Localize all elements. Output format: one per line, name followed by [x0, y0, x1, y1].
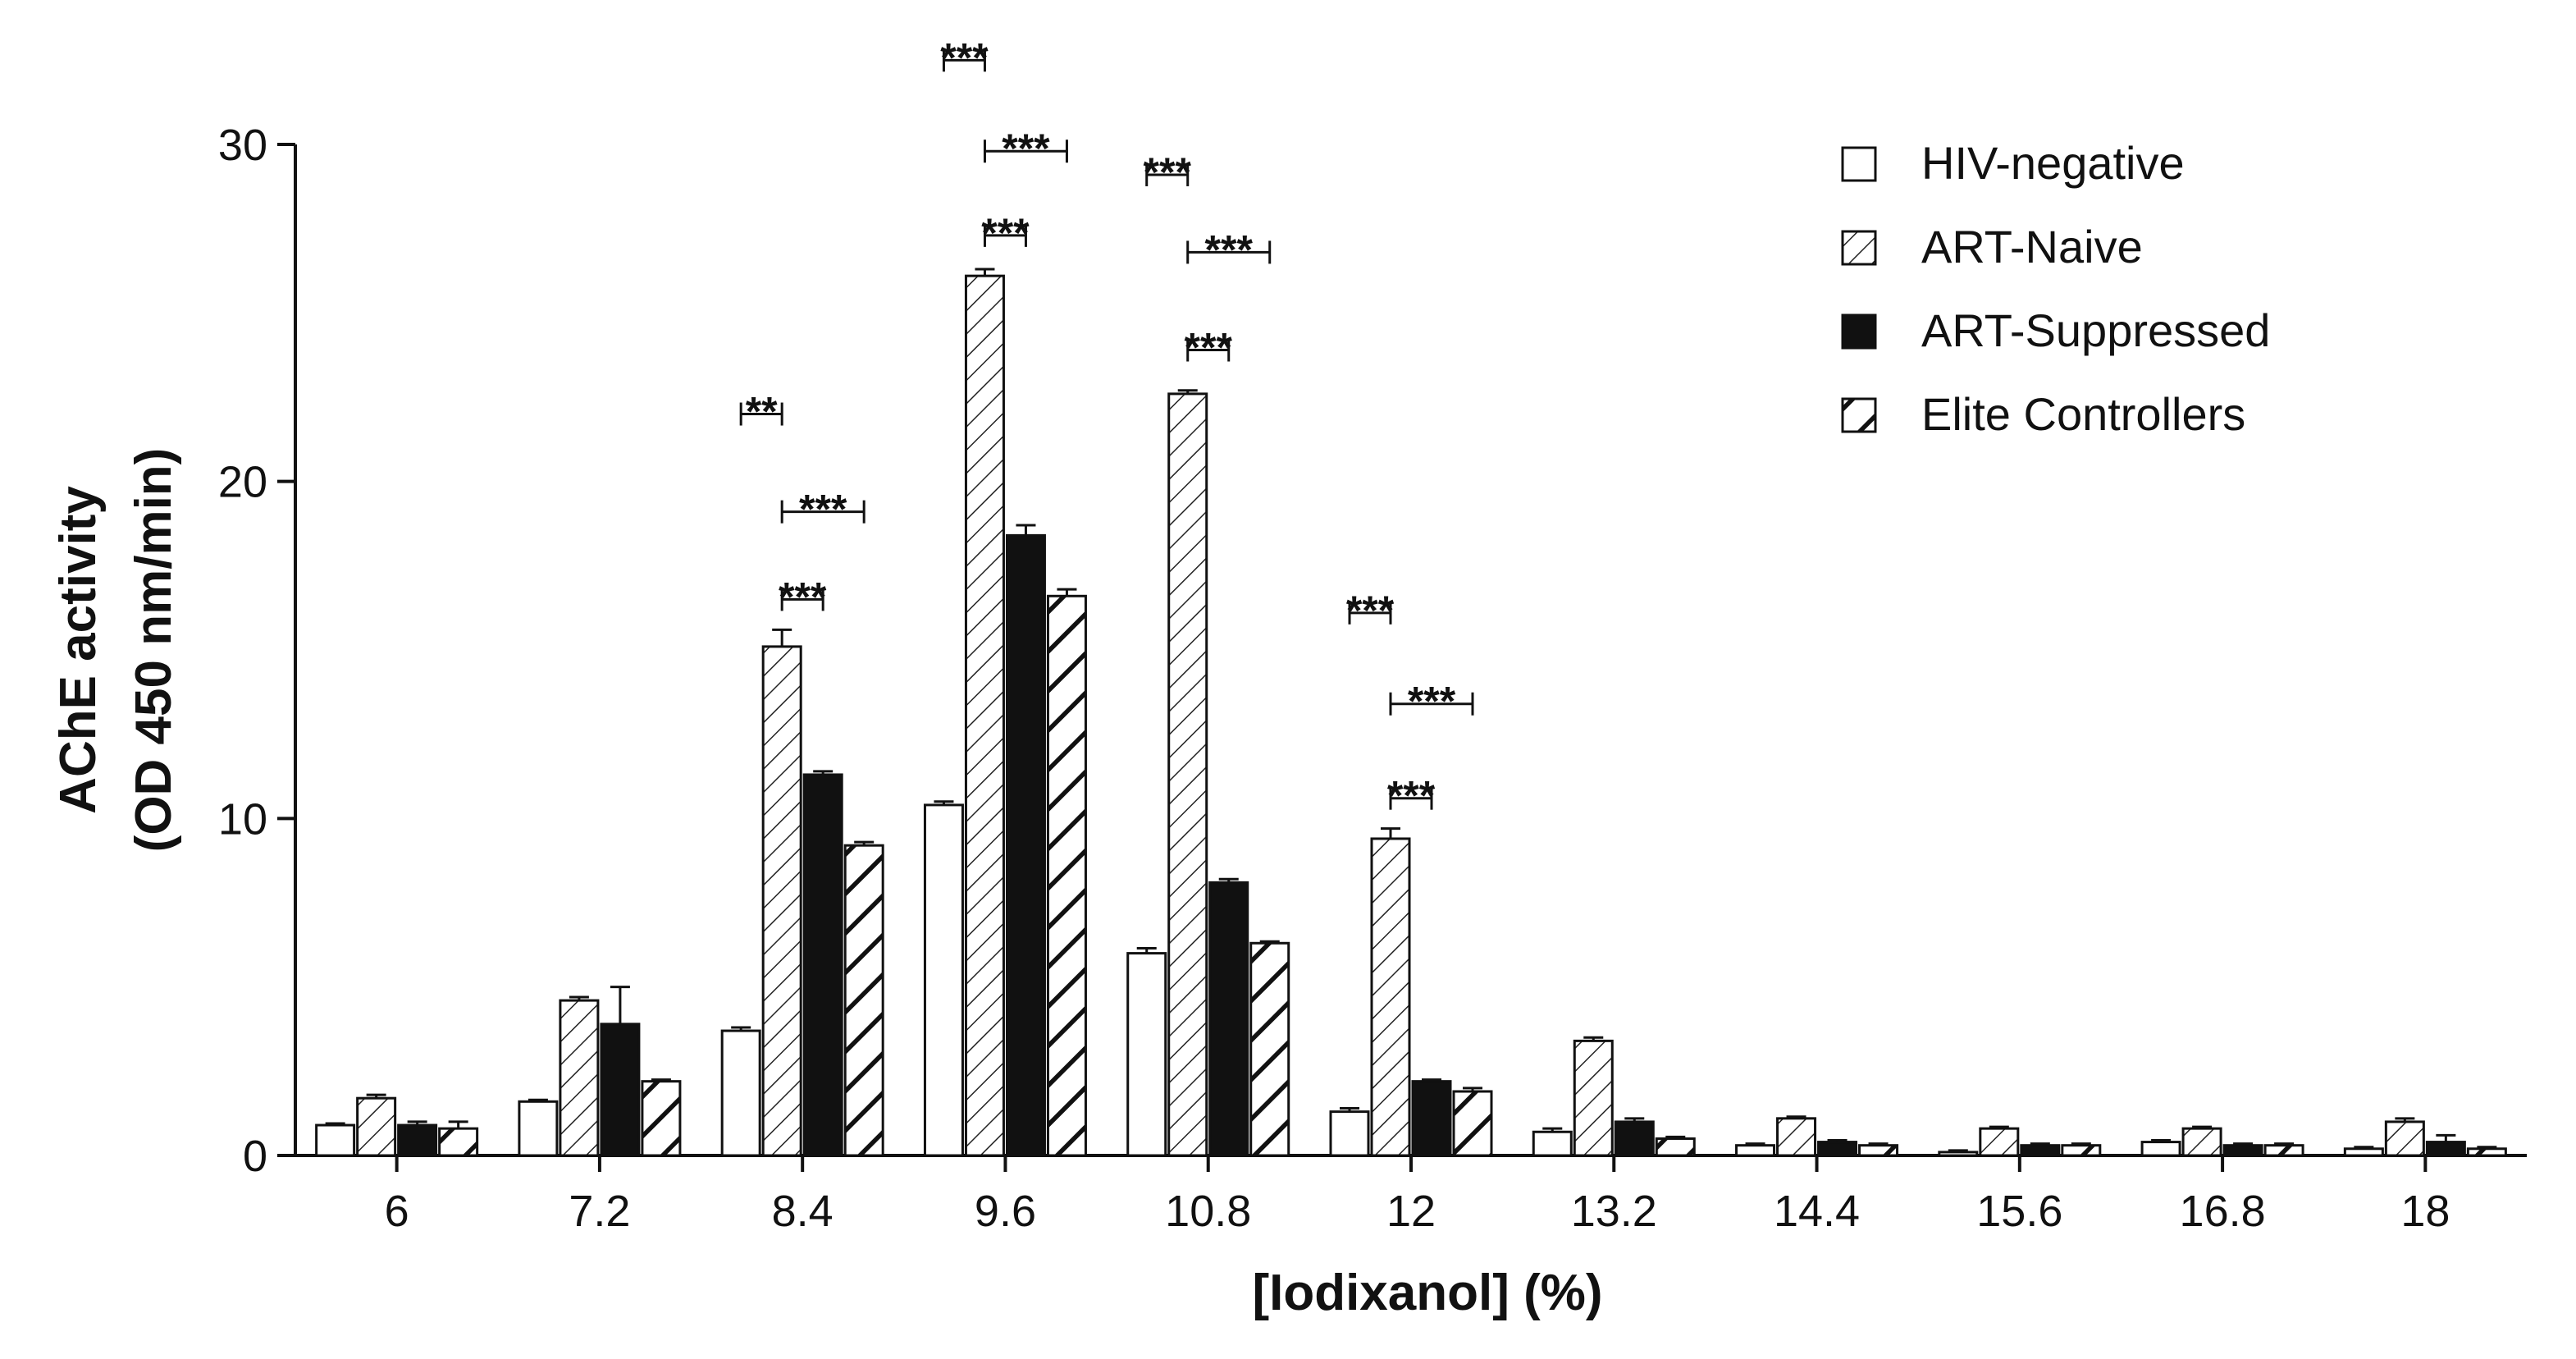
legend-swatch — [1841, 397, 1877, 433]
bar — [600, 1023, 641, 1157]
bar — [397, 1123, 438, 1157]
bar — [2384, 1120, 2425, 1157]
bar — [2425, 1141, 2466, 1157]
bar — [1005, 533, 1046, 1157]
x-tick-label: 14.4 — [1774, 1187, 1860, 1236]
significance-label: *** — [1144, 149, 1192, 195]
legend-swatch — [1841, 313, 1877, 350]
significance-label: *** — [1387, 773, 1436, 819]
bar — [1329, 1110, 1370, 1157]
x-tick-label: 13.2 — [1571, 1187, 1657, 1236]
bar — [1411, 1080, 1452, 1157]
significance-label: *** — [1346, 588, 1395, 634]
legend-label: Elite Controllers — [1921, 388, 2245, 440]
bar — [2140, 1141, 2181, 1157]
bar — [964, 274, 1005, 1157]
significance-label: *** — [1205, 226, 1254, 272]
bar — [2181, 1127, 2222, 1157]
bar — [356, 1096, 397, 1157]
x-tick-label: 18 — [2400, 1187, 2450, 1236]
bar — [1208, 881, 1249, 1157]
bar — [802, 773, 843, 1157]
bar — [923, 803, 964, 1157]
bar — [1573, 1039, 1614, 1157]
bar — [1817, 1141, 1858, 1157]
significance-label: *** — [1002, 126, 1050, 172]
x-tick-label: 10.8 — [1165, 1187, 1251, 1236]
bar — [2263, 1144, 2304, 1157]
significance-label: *** — [779, 574, 827, 620]
bar — [1126, 952, 1167, 1157]
x-tick-label: 8.4 — [772, 1187, 834, 1236]
bar — [1370, 837, 1411, 1157]
bar — [2222, 1144, 2263, 1157]
y-tick-label: 20 — [218, 458, 267, 507]
bar — [518, 1100, 559, 1157]
y-axis-title-line-1: AChE activity — [50, 486, 107, 814]
y-tick-label: 30 — [218, 121, 267, 170]
x-tick-label: 16.8 — [2180, 1187, 2266, 1236]
bar — [1938, 1151, 1979, 1157]
bar — [1167, 392, 1208, 1157]
bar — [315, 1123, 356, 1157]
bar — [761, 645, 802, 1157]
bar — [1735, 1144, 1776, 1157]
significance-label: ** — [746, 389, 778, 435]
legend-label: ART-Naive — [1921, 221, 2143, 272]
bar — [1655, 1137, 1696, 1157]
significance-layer: *********************************** — [739, 34, 1474, 819]
bar — [559, 999, 600, 1157]
bar — [720, 1029, 761, 1157]
bar — [2061, 1144, 2102, 1157]
bar — [1249, 941, 1290, 1157]
significance-label: *** — [981, 210, 1030, 256]
significance-label: *** — [940, 34, 989, 80]
x-tick-label: 12 — [1386, 1187, 1436, 1236]
bar — [1776, 1117, 1817, 1157]
bar — [1532, 1130, 1573, 1157]
x-tick-label: 15.6 — [1976, 1187, 2062, 1236]
legend: HIV-negative ART-Naive ART-Suppressed Elite… — [1841, 137, 2270, 440]
legend-label: ART-Suppressed — [1921, 304, 2270, 356]
bar — [1452, 1090, 1493, 1157]
bar — [1979, 1127, 2020, 1157]
significance-label: *** — [1185, 325, 1233, 371]
legend-swatch — [1841, 146, 1877, 182]
bar — [2020, 1144, 2061, 1157]
y-tick-label: 0 — [243, 1132, 267, 1181]
bar — [641, 1080, 682, 1157]
bar — [1858, 1144, 1899, 1157]
y-axis-title-line-2: (OD 450 nm/min) — [126, 448, 182, 853]
bar — [438, 1127, 479, 1157]
legend-swatch — [1841, 230, 1877, 266]
x-axis-title: [Iodixanol] (%) — [1252, 1265, 1602, 1321]
x-tick-label: 7.2 — [569, 1187, 630, 1236]
bar — [1046, 594, 1087, 1157]
significance-label: *** — [799, 487, 847, 533]
x-tick-label: 9.6 — [975, 1187, 1036, 1236]
bars-layer — [315, 268, 2507, 1157]
bar — [2466, 1147, 2507, 1157]
y-tick-label: 10 — [218, 794, 267, 844]
bar — [1614, 1120, 1655, 1157]
x-tick-label: 6 — [385, 1187, 409, 1236]
significance-label: *** — [1408, 679, 1456, 725]
bar — [2343, 1147, 2384, 1157]
bar — [843, 844, 884, 1157]
legend-label: HIV-negative — [1921, 137, 2185, 189]
